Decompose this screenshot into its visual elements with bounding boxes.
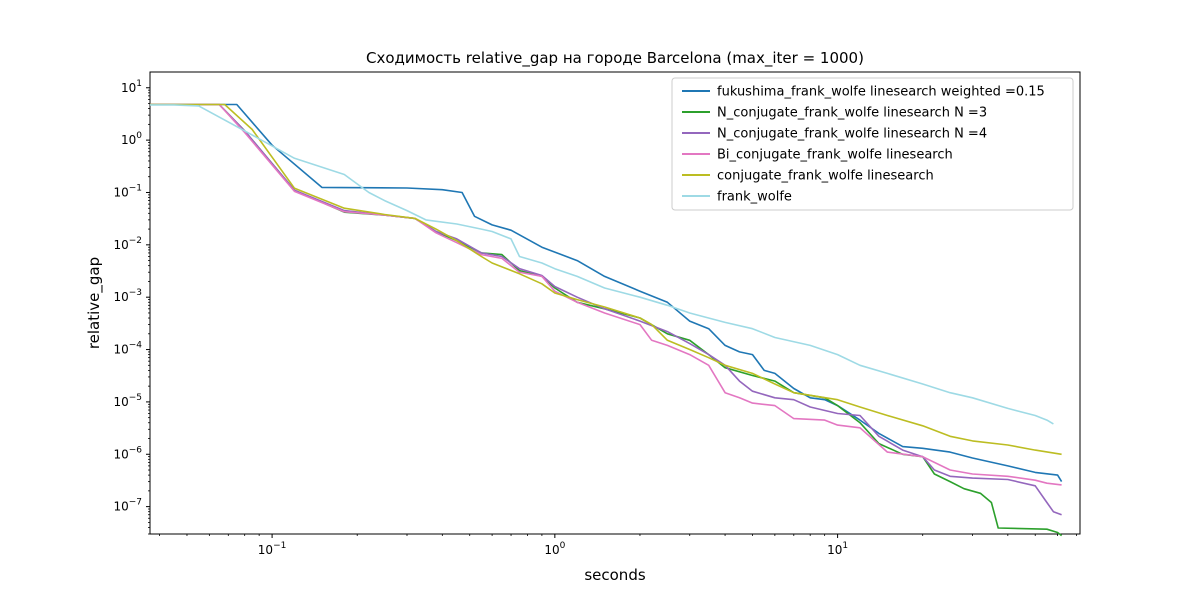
y-tick-base: 10	[113, 290, 128, 304]
series-line-1	[150, 103, 1063, 483]
chart-title: Сходимость relative_gap на городе Barcel…	[366, 49, 864, 68]
series-line-5	[150, 103, 1062, 456]
x-axis-ticks: 10−1 100 101	[159, 534, 1077, 557]
y-tick-label: 100	[121, 131, 142, 147]
y-tick-base: 10	[121, 81, 136, 95]
y-tick-exponent: −3	[129, 288, 142, 298]
series-line-6	[150, 104, 1054, 425]
y-tick-exponent: −1	[129, 183, 142, 193]
y-tick-base: 10	[113, 185, 128, 199]
x-tick-label: 101	[827, 541, 848, 557]
y-tick-base: 10	[113, 238, 128, 252]
x-tick-base: 10	[544, 543, 559, 557]
x-axis-label: seconds	[584, 566, 645, 584]
y-tick-exponent: −7	[129, 498, 142, 508]
y-axis-label: relative_gap	[85, 257, 104, 349]
x-tick-base: 10	[258, 543, 273, 557]
legend: fukushima_frank_wolfe linesearch weighte…	[671, 77, 1074, 211]
legend-label: frank_wolfe	[717, 190, 792, 205]
x-tick-label: 100	[544, 541, 565, 557]
y-tick-label: 10−7	[113, 498, 142, 514]
y-tick-label: 10−6	[113, 445, 142, 461]
y-tick-label: 10−3	[113, 288, 142, 304]
y-tick-base: 10	[113, 395, 128, 409]
x-tick-exponent: 0	[560, 541, 566, 551]
y-tick-label: 10−1	[113, 183, 142, 199]
legend-label: N_conjugate_frank_wolfe linesearch N =3	[717, 106, 987, 121]
legend-label: N_conjugate_frank_wolfe linesearch N =4	[717, 127, 987, 142]
y-tick-label: 10−4	[113, 341, 142, 357]
legend-frame	[671, 77, 1074, 211]
y-tick-exponent: −2	[129, 236, 142, 246]
legend-label: fukushima_frank_wolfe linesearch weighte…	[717, 85, 1045, 100]
y-tick-exponent: −5	[129, 393, 142, 403]
y-tick-exponent: 0	[136, 131, 142, 141]
y-tick-exponent: 1	[136, 79, 142, 89]
y-tick-base: 10	[113, 447, 128, 461]
x-tick-label: 10−1	[258, 541, 287, 557]
y-tick-label: 10−2	[113, 236, 142, 252]
x-tick-base: 10	[827, 543, 842, 557]
y-tick-label: 10−5	[113, 393, 142, 409]
series-lines	[150, 103, 1063, 537]
legend-label: conjugate_frank_wolfe linesearch	[717, 169, 934, 184]
x-tick-exponent: 1	[842, 541, 848, 551]
x-tick-exponent: −1	[273, 541, 286, 551]
y-tick-exponent: −6	[129, 445, 143, 455]
y-tick-label: 101	[121, 79, 142, 95]
legend-label: Bi_conjugate_frank_wolfe linesearch	[717, 148, 953, 163]
y-tick-base: 10	[121, 133, 136, 147]
y-tick-base: 10	[113, 343, 128, 357]
y-tick-base: 10	[113, 500, 128, 514]
y-tick-exponent: −4	[129, 341, 143, 351]
